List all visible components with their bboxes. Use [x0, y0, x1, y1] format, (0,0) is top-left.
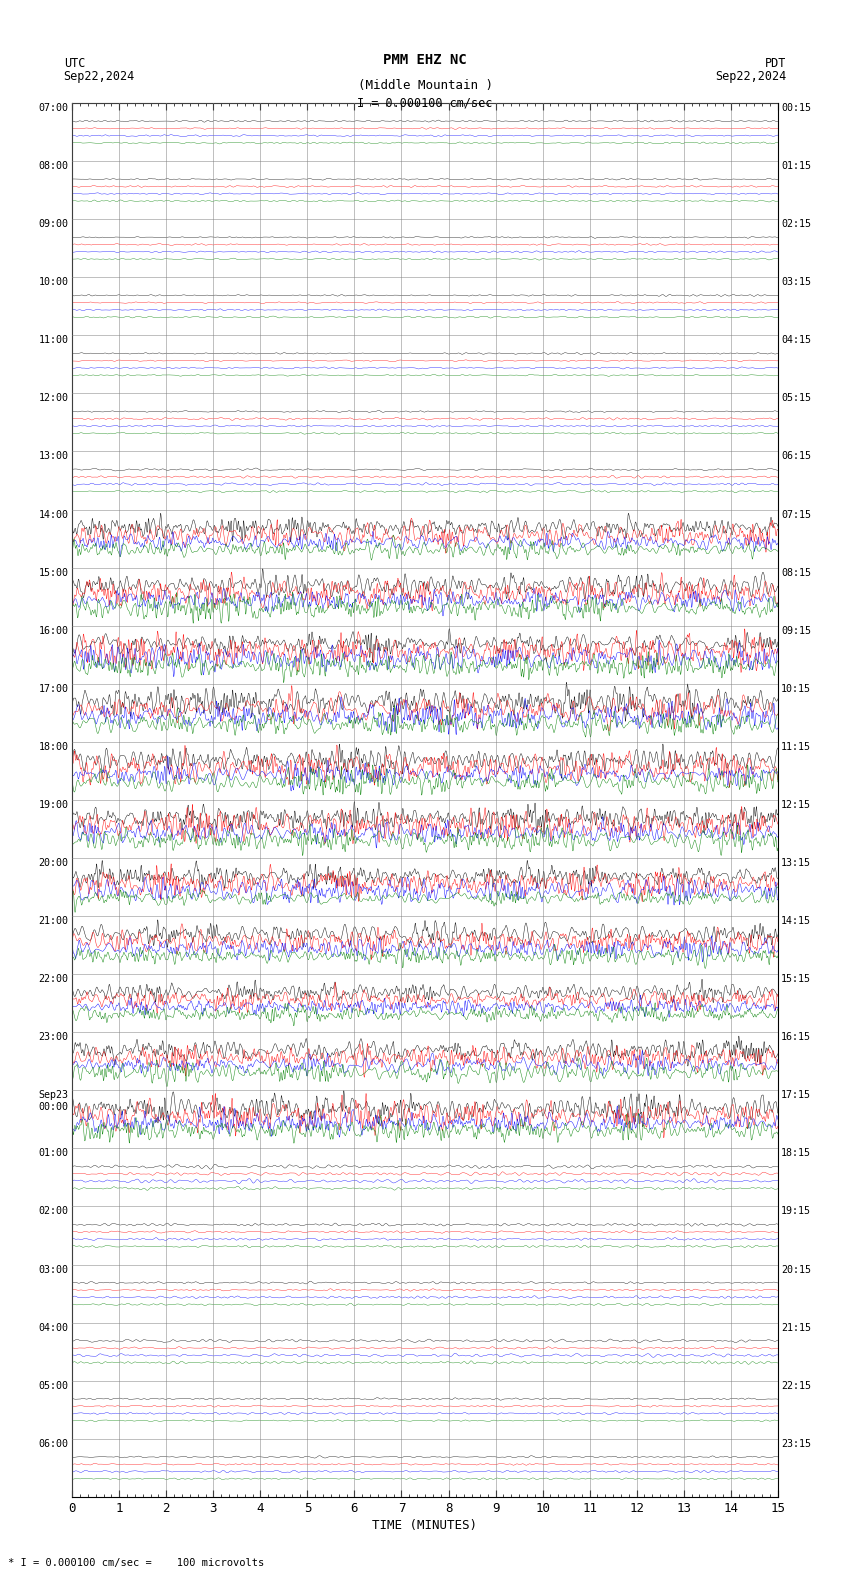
Text: 20:15: 20:15	[781, 1264, 811, 1275]
Text: 01:15: 01:15	[781, 162, 811, 171]
Text: 20:00: 20:00	[39, 859, 69, 868]
Text: 14:15: 14:15	[781, 916, 811, 927]
Text: 14:00: 14:00	[39, 510, 69, 520]
Text: 09:00: 09:00	[39, 219, 69, 230]
Text: 01:00: 01:00	[39, 1148, 69, 1158]
X-axis label: TIME (MINUTES): TIME (MINUTES)	[372, 1519, 478, 1532]
Text: 00:15: 00:15	[781, 103, 811, 112]
Text: 19:15: 19:15	[781, 1207, 811, 1217]
Text: 08:15: 08:15	[781, 567, 811, 578]
Text: 11:00: 11:00	[39, 336, 69, 345]
Text: 04:00: 04:00	[39, 1323, 69, 1332]
Text: 16:15: 16:15	[781, 1033, 811, 1042]
Text: 18:00: 18:00	[39, 741, 69, 752]
Text: 05:15: 05:15	[781, 393, 811, 404]
Text: Sep22,2024: Sep22,2024	[64, 70, 135, 82]
Text: 03:00: 03:00	[39, 1264, 69, 1275]
Text: PMM EHZ NC: PMM EHZ NC	[383, 52, 467, 67]
Text: 10:00: 10:00	[39, 277, 69, 287]
Text: UTC: UTC	[64, 57, 85, 70]
Text: 02:15: 02:15	[781, 219, 811, 230]
Text: 17:15: 17:15	[781, 1090, 811, 1101]
Text: 23:15: 23:15	[781, 1438, 811, 1449]
Text: 18:15: 18:15	[781, 1148, 811, 1158]
Text: * I = 0.000100 cm/sec =    100 microvolts: * I = 0.000100 cm/sec = 100 microvolts	[8, 1559, 264, 1568]
Text: 03:15: 03:15	[781, 277, 811, 287]
Text: 09:15: 09:15	[781, 626, 811, 635]
Text: 11:15: 11:15	[781, 741, 811, 752]
Text: 15:15: 15:15	[781, 974, 811, 984]
Text: 12:15: 12:15	[781, 800, 811, 809]
Text: 13:00: 13:00	[39, 451, 69, 461]
Text: 12:00: 12:00	[39, 393, 69, 404]
Text: 23:00: 23:00	[39, 1033, 69, 1042]
Text: Sep22,2024: Sep22,2024	[715, 70, 786, 82]
Text: 07:00: 07:00	[39, 103, 69, 112]
Text: 10:15: 10:15	[781, 684, 811, 694]
Text: 21:00: 21:00	[39, 916, 69, 927]
Text: 21:15: 21:15	[781, 1323, 811, 1332]
Text: 06:00: 06:00	[39, 1438, 69, 1449]
Text: Sep23
00:00: Sep23 00:00	[39, 1090, 69, 1112]
Text: 16:00: 16:00	[39, 626, 69, 635]
Text: 05:00: 05:00	[39, 1381, 69, 1391]
Text: 17:00: 17:00	[39, 684, 69, 694]
Text: 19:00: 19:00	[39, 800, 69, 809]
Text: 13:15: 13:15	[781, 859, 811, 868]
Text: 06:15: 06:15	[781, 451, 811, 461]
Text: (Middle Mountain ): (Middle Mountain )	[358, 79, 492, 92]
Text: 07:15: 07:15	[781, 510, 811, 520]
Text: 02:00: 02:00	[39, 1207, 69, 1217]
Text: PDT: PDT	[765, 57, 786, 70]
Text: 04:15: 04:15	[781, 336, 811, 345]
Text: 15:00: 15:00	[39, 567, 69, 578]
Text: 22:15: 22:15	[781, 1381, 811, 1391]
Text: I = 0.000100 cm/sec: I = 0.000100 cm/sec	[357, 97, 493, 109]
Text: 08:00: 08:00	[39, 162, 69, 171]
Text: 22:00: 22:00	[39, 974, 69, 984]
